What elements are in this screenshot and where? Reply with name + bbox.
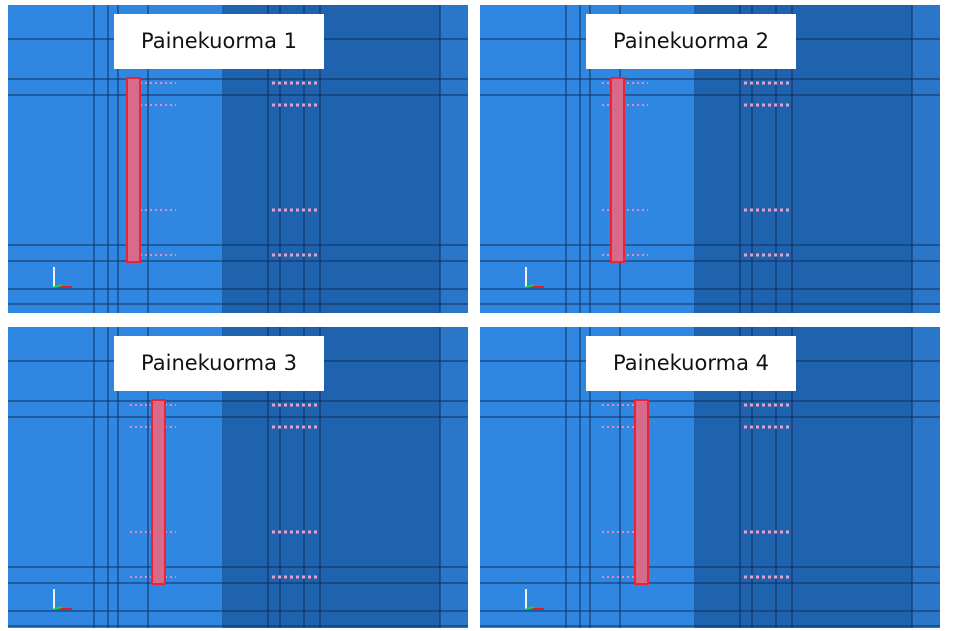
pressure-load xyxy=(635,400,648,584)
model-view: Painekuorma 1 xyxy=(8,5,468,313)
edge-region xyxy=(440,5,468,313)
figure: Painekuorma 1 Painekuorma 2 Painekuorma 3 P… xyxy=(0,0,953,631)
load-case-label: Painekuorma 3 xyxy=(141,351,297,375)
load-case-label: Painekuorma 1 xyxy=(141,29,297,53)
pressure-load xyxy=(127,78,140,262)
model-view: Painekuorma 2 xyxy=(480,5,940,313)
model-view: Painekuorma 3 xyxy=(8,327,468,628)
pressure-load xyxy=(152,400,165,584)
pressure-load xyxy=(611,78,624,262)
load-case-label: Painekuorma 4 xyxy=(613,351,769,375)
model-view: Painekuorma 4 xyxy=(480,327,940,628)
load-case-label: Painekuorma 2 xyxy=(613,29,769,53)
edge-region xyxy=(912,5,940,313)
